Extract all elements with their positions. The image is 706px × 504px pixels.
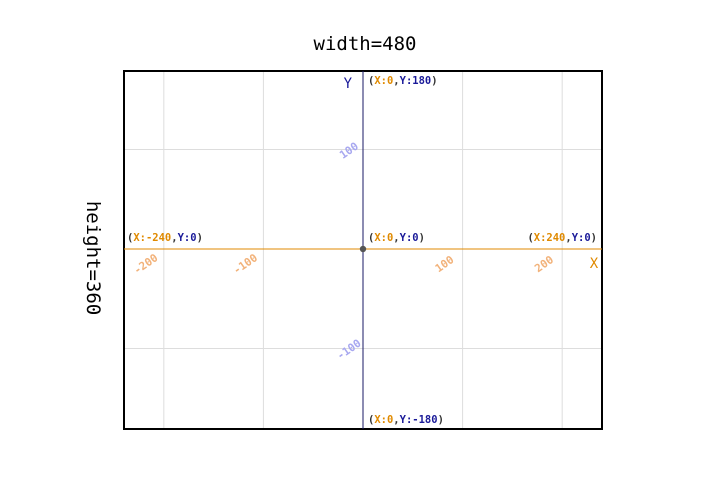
origin-marker <box>359 245 367 253</box>
height-label: height=360 <box>82 201 104 315</box>
coord-label-right: (X:240,Y:0) <box>527 232 597 244</box>
width-label: width=480 <box>314 33 417 55</box>
y-axis-name: Y <box>344 76 353 92</box>
tick-labels: -200 -100 100 200 100 -100 <box>131 140 556 363</box>
x-axis-name: X <box>590 256 599 272</box>
x-tick-label: -100 <box>231 251 260 277</box>
coordinate-labels: (X:0,Y:180) (X:0,Y:0) (X:-240,Y:0) (X:240,Y… <box>127 75 597 426</box>
x-tick-label: 100 <box>433 253 457 275</box>
x-tick-label: 200 <box>532 253 556 275</box>
coord-label-left: (X:-240,Y:0) <box>127 232 203 244</box>
coord-label-origin: (X:0,Y:0) <box>368 232 425 244</box>
coord-label-bottom: (X:0,Y:-180) <box>368 414 444 426</box>
y-tick-label: -100 <box>334 337 363 363</box>
coord-label-top: (X:0,Y:180) <box>368 75 438 87</box>
y-tick-label: 100 <box>337 140 361 162</box>
x-tick-label: -200 <box>131 251 160 277</box>
